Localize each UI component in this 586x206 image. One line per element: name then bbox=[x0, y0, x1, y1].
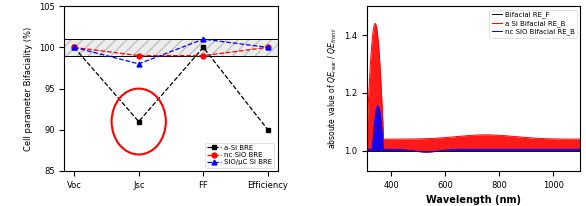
nc SiO Bifacial RE_B bbox=[526, 148, 533, 151]
nc SiO BRE bbox=[200, 54, 207, 57]
a Si Bifacial RE_B bbox=[577, 138, 584, 140]
a Si Bifacial RE_B bbox=[372, 22, 379, 25]
a-Si BRE bbox=[200, 46, 207, 49]
a Si Bifacial RE_B bbox=[493, 134, 500, 136]
nc SiO Bifacial RE_B bbox=[488, 148, 495, 151]
Bifacial RE_F bbox=[525, 150, 532, 152]
Bifacial RE_F bbox=[499, 150, 506, 152]
nc SiO Bifacial RE_B bbox=[500, 148, 507, 151]
nc SiO BRE bbox=[71, 46, 78, 49]
Line: a Si Bifacial RE_B: a Si Bifacial RE_B bbox=[367, 23, 580, 139]
a-Si BRE bbox=[71, 46, 78, 49]
Legend: Bifacial RE_F, a Si Bifacial RE_B, nc SiO Bifacial RE_B: Bifacial RE_F, a Si Bifacial RE_B, nc Si… bbox=[489, 10, 577, 37]
a Si Bifacial RE_B bbox=[547, 138, 554, 140]
nc SiO Bifacial RE_B bbox=[577, 148, 584, 151]
nc SiO Bifacial RE_B bbox=[493, 148, 500, 151]
nc SiO Bifacial RE_B bbox=[363, 148, 370, 151]
SiO/μC Si BRE bbox=[71, 46, 78, 49]
SiO/μC Si BRE bbox=[135, 63, 142, 65]
Y-axis label: absoute value of $QE_{rear}$ / $QE_{front}$: absoute value of $QE_{rear}$ / $QE_{fron… bbox=[326, 28, 339, 149]
nc SiO BRE bbox=[264, 46, 271, 49]
Bifacial RE_F bbox=[377, 150, 384, 152]
SiO/μC Si BRE bbox=[264, 46, 271, 49]
Line: nc SiO BRE: nc SiO BRE bbox=[71, 45, 270, 58]
nc SiO BRE bbox=[135, 54, 142, 57]
a Si Bifacial RE_B bbox=[377, 71, 384, 74]
a Si Bifacial RE_B bbox=[500, 134, 507, 137]
a-Si BRE bbox=[135, 120, 142, 123]
a Si Bifacial RE_B bbox=[526, 137, 533, 139]
SiO/μC Si BRE bbox=[200, 38, 207, 40]
a Si Bifacial RE_B bbox=[363, 129, 370, 132]
nc SiO Bifacial RE_B bbox=[423, 151, 430, 153]
X-axis label: Wavelength (nm): Wavelength (nm) bbox=[426, 195, 521, 205]
a-Si BRE bbox=[264, 129, 271, 131]
Bar bbox=[64, 39, 278, 56]
Legend: a-Si BRE, nc SiO BRE, SiO/μC Si BRE: a-Si BRE, nc SiO BRE, SiO/μC Si BRE bbox=[205, 143, 274, 167]
nc SiO Bifacial RE_B bbox=[374, 105, 381, 107]
Bifacial RE_F bbox=[363, 150, 370, 152]
a Si Bifacial RE_B bbox=[380, 138, 387, 140]
Line: nc SiO Bifacial RE_B: nc SiO Bifacial RE_B bbox=[367, 106, 580, 152]
nc SiO Bifacial RE_B bbox=[547, 148, 554, 151]
Bifacial RE_F bbox=[547, 150, 554, 152]
Y-axis label: Cell parameter Bifaciality (%): Cell parameter Bifaciality (%) bbox=[25, 26, 33, 151]
a Si Bifacial RE_B bbox=[488, 134, 495, 136]
Bifacial RE_F bbox=[493, 150, 500, 152]
nc SiO Bifacial RE_B bbox=[377, 114, 384, 117]
Bifacial RE_F bbox=[577, 150, 584, 152]
Bifacial RE_F bbox=[488, 150, 495, 152]
Line: a-Si BRE: a-Si BRE bbox=[71, 45, 270, 132]
Line: SiO/μC Si BRE: SiO/μC Si BRE bbox=[71, 37, 270, 66]
